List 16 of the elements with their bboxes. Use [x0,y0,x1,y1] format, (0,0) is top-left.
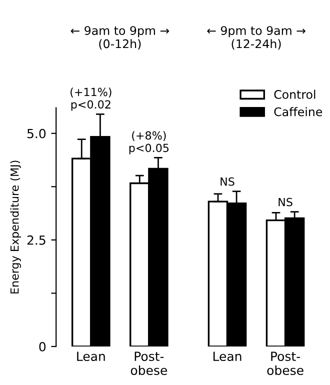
y-axis-title: Energy Expenditure (MJ) [10,160,21,294]
annotation: NS [220,177,234,186]
annotation: (+11%) p<0.02 [70,88,112,111]
text: ← 9am to 9pm → (0-12h) [70,26,170,50]
annotation: NS [278,198,292,206]
annotation: (+8%) p<0.05 [129,131,169,154]
x-tick-label: Lean [213,352,242,362]
legend-label: Control [274,90,316,99]
y-tick-label: 2.5 [27,235,46,245]
x-tick-label: Lean [77,352,105,362]
y-tick-label: 0 [39,342,46,352]
x-tick-label: Post- obese [130,352,168,376]
y-tick-label: 5.0 [27,128,46,138]
x-tick-label: Post- obese [267,352,304,376]
text: ← 9pm to 9am → (12-24h) [207,26,306,50]
legend-label: Caffeine [274,107,322,116]
